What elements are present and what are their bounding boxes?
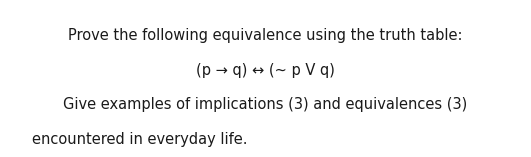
Text: Give examples of implications (3) and equivalences (3): Give examples of implications (3) and eq…	[63, 97, 468, 112]
Text: Prove the following equivalence using the truth table:: Prove the following equivalence using th…	[68, 28, 463, 43]
Text: encountered in everyday life.: encountered in everyday life.	[32, 132, 247, 147]
Text: (p → q) ↔ (~ p V q): (p → q) ↔ (~ p V q)	[196, 63, 335, 78]
